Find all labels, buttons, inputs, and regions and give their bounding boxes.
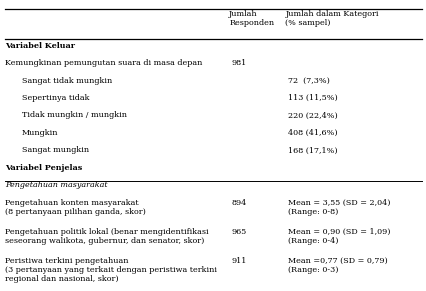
Text: 965: 965 <box>231 228 247 236</box>
Text: Mean = 3,55 (SD = 2,04)
(Range: 0-8): Mean = 3,55 (SD = 2,04) (Range: 0-8) <box>288 199 390 216</box>
Text: Sangat tidak mungkin: Sangat tidak mungkin <box>22 77 112 84</box>
Text: Pengetahuan politik lokal (benar mengidentifikasi
seseorang walikota, gubernur, : Pengetahuan politik lokal (benar mengide… <box>5 228 209 245</box>
Text: 220 (22,4%): 220 (22,4%) <box>288 111 337 119</box>
Text: Variabel Keluar: Variabel Keluar <box>5 42 75 49</box>
Text: Sangat mungkin: Sangat mungkin <box>22 146 89 154</box>
Text: Tidak mungkin / mungkin: Tidak mungkin / mungkin <box>22 111 127 119</box>
Text: Jumlah dalam Kategori
(% sampel): Jumlah dalam Kategori (% sampel) <box>285 10 379 27</box>
Text: Peristiwa terkini pengetahuan
(3 pertanyaan yang terkait dengan peristiwa terkin: Peristiwa terkini pengetahuan (3 pertany… <box>5 257 217 283</box>
Text: 981: 981 <box>231 59 247 67</box>
Text: Variabel Penjelas: Variabel Penjelas <box>5 164 82 172</box>
Text: Kemungkinan pemungutan suara di masa depan: Kemungkinan pemungutan suara di masa dep… <box>5 59 202 67</box>
Text: 168 (17,1%): 168 (17,1%) <box>288 146 337 154</box>
Text: Pengetahuan masyarakat: Pengetahuan masyarakat <box>5 181 108 189</box>
Text: Sepertinya tidak: Sepertinya tidak <box>22 94 89 102</box>
Text: 408 (41,6%): 408 (41,6%) <box>288 129 337 137</box>
Text: Mungkin: Mungkin <box>22 129 59 137</box>
Text: 113 (11,5%): 113 (11,5%) <box>288 94 337 102</box>
Text: 911: 911 <box>231 257 247 265</box>
Text: Jumlah
Responden: Jumlah Responden <box>229 10 274 27</box>
Text: Mean =0,77 (SD = 0,79)
(Range: 0-3): Mean =0,77 (SD = 0,79) (Range: 0-3) <box>288 257 387 274</box>
Text: Mean = 0,90 (SD = 1,09)
(Range: 0-4): Mean = 0,90 (SD = 1,09) (Range: 0-4) <box>288 228 390 245</box>
Text: 72  (7,3%): 72 (7,3%) <box>288 77 329 84</box>
Text: 894: 894 <box>231 199 247 207</box>
Text: Pengetahuan konten masyarakat
(8 pertanyaan pilihan ganda, skor): Pengetahuan konten masyarakat (8 pertany… <box>5 199 146 216</box>
